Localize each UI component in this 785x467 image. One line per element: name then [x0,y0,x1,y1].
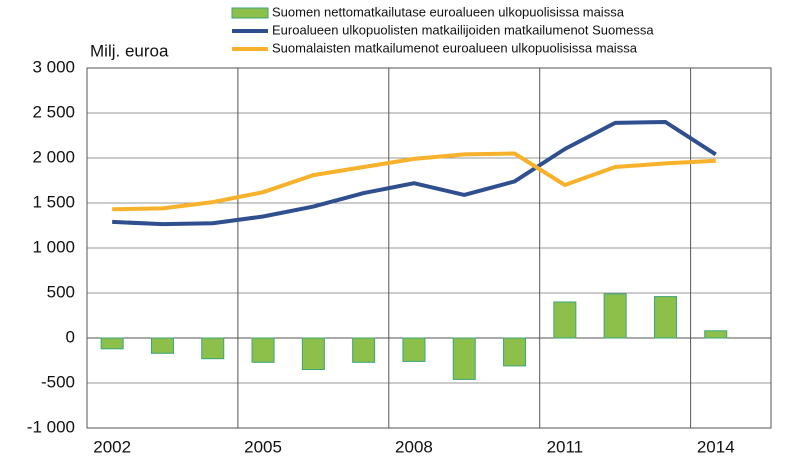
bar [653,296,677,339]
y-axis-label: Milj. euroa [90,41,169,60]
legend-label: Suomalaisten matkailumenot euroalueen ul… [272,40,638,55]
bar [603,293,627,339]
line [112,120,717,227]
y-tick-label: -500 [41,372,75,391]
y-tick-label: 3 000 [32,57,75,76]
bar [100,337,124,350]
plot-frame [86,67,772,429]
legend-label: Suomen nettomatkailutase euroalueen ulko… [272,4,625,19]
x-tick-label: 2008 [395,437,433,456]
legend-label: Euroalueen ulkopuolisten matkailijoiden … [272,22,654,37]
bar [503,337,527,367]
bar [150,337,174,354]
y-tick-label: -1 000 [27,417,75,436]
bar [402,337,426,362]
x-tick-label: 2011 [547,437,584,456]
y-tick-label: 0 [66,327,75,346]
x-tick-label: 2005 [244,437,282,456]
y-tick-label: 1 000 [32,237,75,256]
bar [352,337,376,363]
bar [301,337,325,370]
bar [201,337,225,360]
y-tick-label: 1 500 [32,192,75,211]
bar [704,330,728,339]
line [112,151,716,212]
bar [553,301,577,339]
y-tick-label: 2 500 [32,102,75,121]
bar [452,337,476,380]
y-tick-label: 2 000 [32,147,75,166]
legend-swatch [231,7,269,19]
x-tick-label: 2014 [697,437,735,456]
bar [251,337,275,363]
x-tick-label: 2002 [93,437,131,456]
y-tick-label: 500 [47,282,75,301]
